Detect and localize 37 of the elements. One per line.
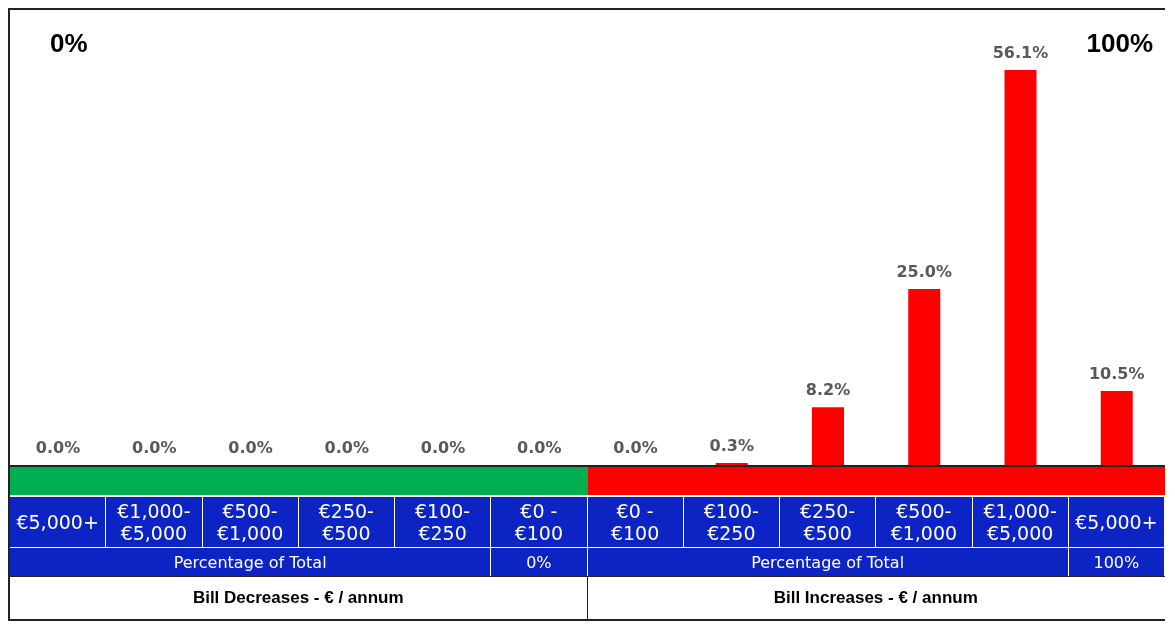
data-label: 0.0% <box>35 437 81 457</box>
bar <box>715 462 748 465</box>
text: 100% <box>1086 28 1153 59</box>
x-tick-label: €100-€250 <box>683 497 780 547</box>
data-label: 0.0% <box>132 437 177 457</box>
text: Percentage of Total <box>587 548 1069 576</box>
data-label: 0.0% <box>613 437 658 457</box>
x-tick-label: €250-€500 <box>298 497 395 547</box>
data-label: 0.0% <box>517 437 562 457</box>
x-tick-label: €250-€500 <box>780 497 877 547</box>
text: Percentage of Total <box>10 548 492 576</box>
data-label: 0.0% <box>228 437 273 457</box>
x-tick-label: €5,000+ <box>1068 497 1165 547</box>
bar <box>1004 70 1037 465</box>
x-tick-label: €5,000+ <box>10 497 107 547</box>
bar <box>812 407 844 465</box>
x-tick-label: €500-€1,000 <box>202 497 299 547</box>
data-label: 25.0% <box>896 261 953 281</box>
bar <box>908 288 941 465</box>
x-tick-label: €0 - €100 <box>491 497 588 547</box>
x-tick-label: €1,000-€5,000 <box>106 497 203 547</box>
data-label: 10.5% <box>1088 364 1145 384</box>
x-tick-label: €100-€250 <box>395 497 492 547</box>
text: Bill Increases - € / annum <box>587 577 1165 619</box>
text: Bill Decreases - € / annum <box>10 577 588 619</box>
data-label: 56.1% <box>992 43 1049 62</box>
data-label: 0.3% <box>709 435 754 455</box>
data-label: 0.0% <box>324 437 369 457</box>
text: 100% <box>1068 548 1165 576</box>
data-label: 0.0% <box>420 437 466 457</box>
x-tick-label: €0 - €100 <box>587 497 684 547</box>
x-tick-label: €500-€1,000 <box>876 497 973 547</box>
data-label: 8.2% <box>805 380 851 400</box>
x-tick-label: €1,000-€5,000 <box>972 497 1069 547</box>
bar <box>1100 391 1133 465</box>
text: 0% <box>491 548 588 576</box>
text: 0% <box>50 28 88 59</box>
